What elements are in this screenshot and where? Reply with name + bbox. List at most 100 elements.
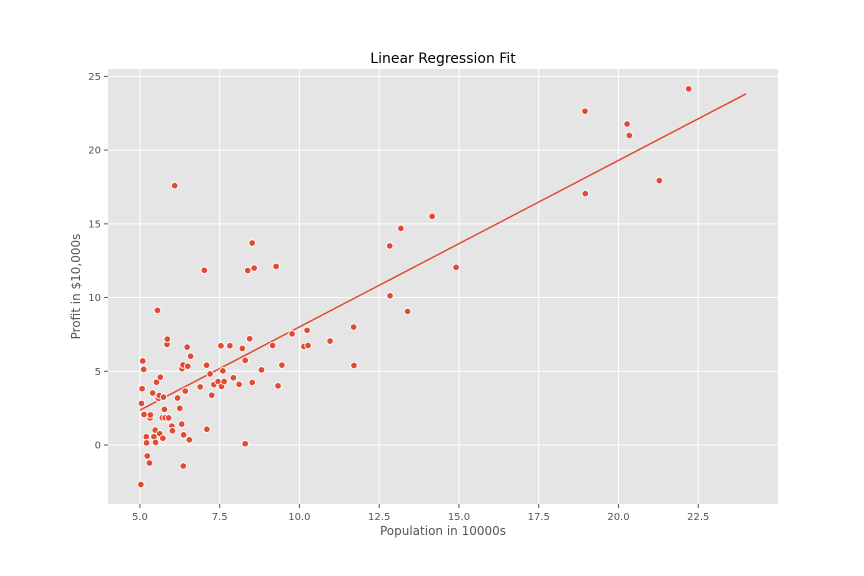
chart-title: Linear Regression Fit bbox=[370, 51, 516, 67]
y-tick-label: 15 bbox=[88, 219, 101, 230]
data-point bbox=[403, 307, 412, 316]
data-point bbox=[203, 425, 211, 433]
data-point bbox=[139, 365, 148, 374]
x-tick-label: 17.5 bbox=[528, 512, 550, 523]
data-point bbox=[153, 306, 162, 315]
data-point bbox=[304, 341, 312, 350]
x-tick-label: 20.0 bbox=[607, 512, 629, 523]
data-point bbox=[159, 434, 167, 442]
data-point bbox=[206, 370, 214, 378]
data-point bbox=[200, 266, 209, 275]
data-point bbox=[248, 239, 256, 247]
data-point bbox=[148, 389, 157, 397]
x-tick-label: 5.0 bbox=[132, 512, 148, 523]
data-point bbox=[452, 263, 460, 272]
data-point bbox=[349, 323, 358, 331]
data-point bbox=[241, 356, 249, 365]
data-point bbox=[142, 439, 151, 447]
data-point bbox=[164, 414, 173, 422]
data-point bbox=[143, 452, 151, 460]
data-point bbox=[137, 480, 145, 489]
data-point bbox=[248, 378, 256, 387]
y-tick-label: 25 bbox=[88, 72, 101, 83]
data-point bbox=[581, 107, 589, 115]
y-tick-label: 5 bbox=[95, 367, 101, 378]
x-tick-label: 7.5 bbox=[212, 512, 228, 523]
data-point bbox=[238, 344, 247, 353]
x-grid-lines bbox=[139, 69, 699, 504]
data-point bbox=[139, 357, 147, 365]
x-tick-label: 22.5 bbox=[687, 512, 709, 523]
data-point bbox=[163, 335, 172, 343]
x-axis-label: Population in 10000s bbox=[380, 524, 506, 538]
data-point bbox=[151, 438, 160, 447]
data-point bbox=[183, 343, 191, 351]
data-point bbox=[184, 362, 192, 371]
data-point bbox=[245, 334, 254, 343]
data-point bbox=[181, 387, 189, 395]
data-point bbox=[207, 391, 216, 399]
y-ticks: 0 5 10 15 20 25 bbox=[88, 72, 108, 452]
data-point bbox=[250, 264, 258, 272]
data-point bbox=[350, 361, 358, 370]
y-tick-label: 10 bbox=[88, 293, 101, 304]
data-point bbox=[226, 342, 234, 350]
data-point bbox=[274, 382, 282, 390]
x-tick-label: 12.5 bbox=[368, 512, 390, 523]
data-point bbox=[428, 212, 436, 221]
data-point bbox=[288, 330, 296, 338]
regression-line bbox=[139, 93, 747, 411]
data-point bbox=[202, 361, 211, 369]
data-point bbox=[385, 242, 394, 250]
data-point bbox=[268, 341, 277, 350]
y-axis-label: Profit in $10,000s bbox=[69, 234, 83, 340]
x-tick-label: 15.0 bbox=[448, 512, 470, 523]
data-point bbox=[179, 431, 188, 439]
data-point bbox=[168, 426, 177, 435]
data-point bbox=[173, 394, 182, 402]
data-point bbox=[303, 326, 311, 335]
x-tick-label: 10.0 bbox=[288, 512, 310, 523]
data-point bbox=[243, 266, 252, 275]
scatter-points bbox=[137, 85, 693, 489]
data-point bbox=[152, 378, 161, 386]
data-point bbox=[397, 224, 405, 233]
data-point bbox=[326, 337, 334, 345]
data-point bbox=[272, 262, 280, 271]
x-ticks: 5.0 7.5 10.0 12.5 15.0 17.5 20.0 22.5 bbox=[132, 504, 709, 523]
data-point bbox=[625, 131, 634, 140]
data-point bbox=[278, 361, 286, 369]
y-grid-lines bbox=[108, 75, 778, 446]
data-point bbox=[655, 176, 664, 185]
y-tick-label: 20 bbox=[88, 146, 101, 157]
data-point bbox=[241, 439, 249, 448]
data-point bbox=[146, 411, 155, 419]
data-point bbox=[257, 366, 266, 374]
data-point bbox=[177, 420, 186, 428]
data-point bbox=[186, 352, 195, 360]
data-point bbox=[179, 462, 188, 470]
data-point bbox=[217, 342, 225, 350]
data-point bbox=[684, 85, 693, 93]
data-point bbox=[138, 384, 146, 393]
data-point bbox=[235, 380, 243, 389]
data-point bbox=[170, 181, 179, 190]
data-point bbox=[140, 410, 148, 419]
data-point bbox=[196, 383, 204, 391]
data-point bbox=[581, 189, 590, 198]
data-point bbox=[386, 292, 394, 300]
data-point bbox=[219, 367, 227, 375]
data-point bbox=[159, 393, 168, 401]
data-point bbox=[185, 436, 194, 444]
plot-background bbox=[108, 69, 778, 504]
data-point bbox=[176, 404, 184, 413]
data-point bbox=[229, 374, 238, 382]
data-point bbox=[156, 373, 165, 381]
data-point bbox=[220, 377, 228, 386]
data-point bbox=[137, 399, 146, 408]
data-point bbox=[145, 459, 154, 467]
data-point bbox=[623, 120, 631, 128]
y-tick-label: 0 bbox=[95, 441, 101, 452]
data-point bbox=[160, 405, 169, 414]
